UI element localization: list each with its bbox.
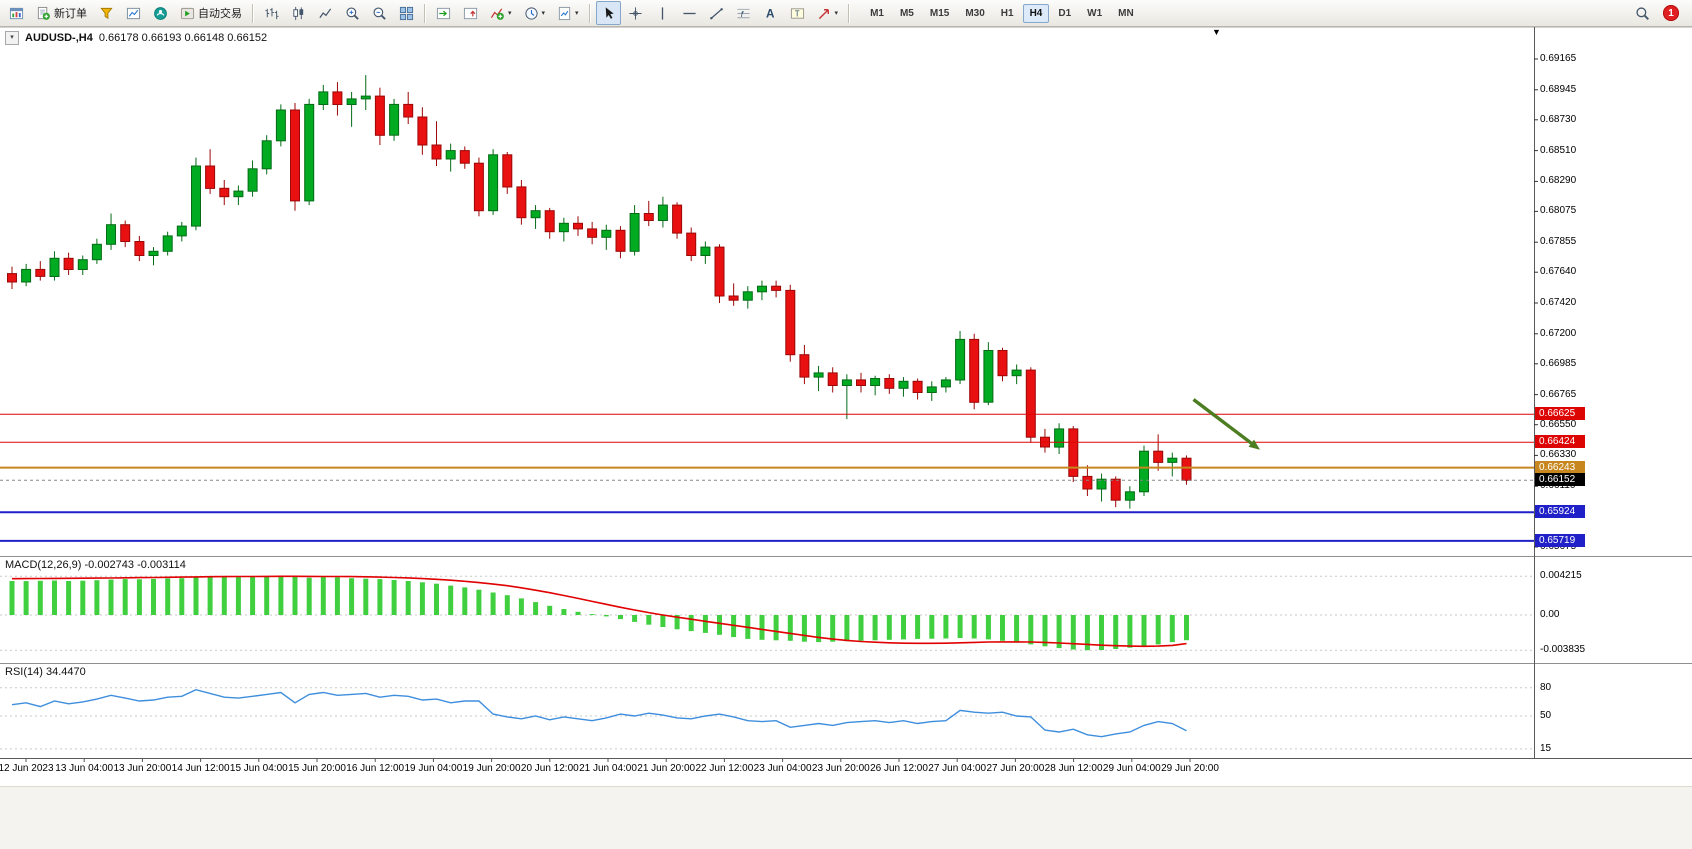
toolbar-button-group: 新订单 自动交易 ▾ ▾ ▾ f A T ▾	[3, 1, 854, 25]
bar-chart-button[interactable]	[259, 1, 284, 25]
trend-line-button[interactable]	[704, 1, 729, 25]
timeframe-m30-button[interactable]: M30	[965, 7, 985, 19]
crosshair-button[interactable]	[623, 1, 648, 25]
timeframe-w1-button[interactable]: W1	[1087, 7, 1103, 19]
profiles-button[interactable]	[94, 1, 119, 25]
timeframe-group: M1 M5 M15 M30 H1 H4 D1 W1 MN	[862, 3, 1142, 23]
chevron-down-icon: ▾	[508, 10, 512, 17]
horizontal-line-button[interactable]	[677, 1, 702, 25]
zoom-in-icon	[346, 7, 359, 20]
community-button[interactable]	[148, 1, 173, 25]
timeframe-h4-button[interactable]: H4	[1022, 3, 1050, 23]
candle-chart-button[interactable]	[286, 1, 311, 25]
arrow-tools-icon	[818, 8, 829, 19]
line-chart-icon	[319, 7, 332, 18]
toolbar-separator	[588, 3, 591, 23]
toolbar-separator	[424, 3, 426, 23]
text-label-icon: T	[790, 7, 804, 19]
fibonacci-icon: f	[736, 8, 750, 18]
svg-text:f: f	[740, 8, 744, 18]
toolbar-separator	[252, 3, 254, 23]
templates-button[interactable]: ▾	[552, 1, 584, 25]
svg-text:T: T	[794, 9, 799, 18]
bar-chart-icon	[265, 7, 279, 19]
notification-badge[interactable]: 1	[1663, 5, 1679, 21]
toolbar-right-group: 1	[1629, 1, 1689, 25]
autotrade-icon	[180, 7, 195, 19]
autotrade-label: 自动交易	[198, 8, 242, 20]
chevron-down-icon: ▾	[834, 10, 839, 17]
tile-windows-icon	[399, 6, 414, 20]
timeframe-m15-button[interactable]: M15	[929, 7, 950, 19]
charts-icon	[126, 7, 141, 19]
tile-windows-button[interactable]	[394, 1, 419, 25]
periods-button[interactable]: ▾	[519, 1, 551, 25]
zoom-out-icon	[373, 7, 386, 20]
chart-shift-icon	[463, 7, 478, 19]
toolbar: 新订单 自动交易 ▾ ▾ ▾ f A T ▾ M1 M5 M15 M30 H1 H4 D1 W1 MN 1	[0, 0, 1692, 27]
search-button[interactable]	[1630, 1, 1655, 25]
timeframe-m5-button[interactable]: M5	[899, 7, 914, 19]
indicators-button[interactable]: ▾	[485, 1, 517, 25]
candle-chart-icon	[293, 6, 304, 20]
toolbar-separator	[848, 3, 851, 23]
text-label-button[interactable]: T	[785, 1, 810, 25]
timeframe-m1-button[interactable]: M1	[870, 7, 884, 19]
zoom-out-button[interactable]	[367, 1, 392, 25]
timeframe-h1-button[interactable]: H1	[1000, 7, 1014, 19]
crosshair-icon	[628, 6, 642, 20]
vertical-line-button[interactable]	[650, 1, 675, 25]
autotrade-button[interactable]: 自动交易	[175, 1, 247, 25]
cursor-icon	[605, 6, 614, 19]
templates-icon	[558, 6, 571, 20]
svg-text:A: A	[766, 7, 775, 20]
cursor-button[interactable]	[595, 1, 621, 25]
new-order-button[interactable]: 新订单	[31, 1, 92, 25]
auto-scroll-button[interactable]	[431, 1, 456, 25]
trend-line-icon	[709, 7, 723, 19]
search-icon	[1636, 6, 1649, 20]
charts-button[interactable]	[121, 1, 146, 25]
zoom-in-button[interactable]	[340, 1, 365, 25]
chart-shift-button[interactable]	[458, 1, 483, 25]
app-button[interactable]	[4, 1, 29, 25]
chevron-down-icon: ▾	[541, 10, 546, 17]
text-button[interactable]: A	[758, 1, 783, 25]
timeframe-d1-button[interactable]: D1	[1058, 7, 1072, 19]
vertical-line-icon	[661, 6, 663, 20]
periods-icon	[524, 6, 538, 20]
horizontal-line-icon	[682, 12, 696, 14]
community-icon	[154, 6, 167, 20]
chevron-down-icon: ▾	[575, 10, 579, 17]
profiles-icon	[100, 7, 113, 19]
line-chart-button[interactable]	[313, 1, 338, 25]
arrow-tools-button[interactable]: ▾	[812, 1, 844, 25]
app-icon	[9, 7, 24, 19]
auto-scroll-icon	[436, 7, 451, 19]
timeframe-mn-button[interactable]: MN	[1118, 7, 1134, 19]
text-icon: A	[766, 7, 775, 20]
indicators-icon	[490, 7, 504, 20]
new-order-icon	[37, 6, 50, 20]
fibonacci-button[interactable]: f	[731, 1, 756, 25]
window-bottom-strip	[0, 786, 1692, 849]
new-order-label: 新订单	[54, 8, 87, 20]
